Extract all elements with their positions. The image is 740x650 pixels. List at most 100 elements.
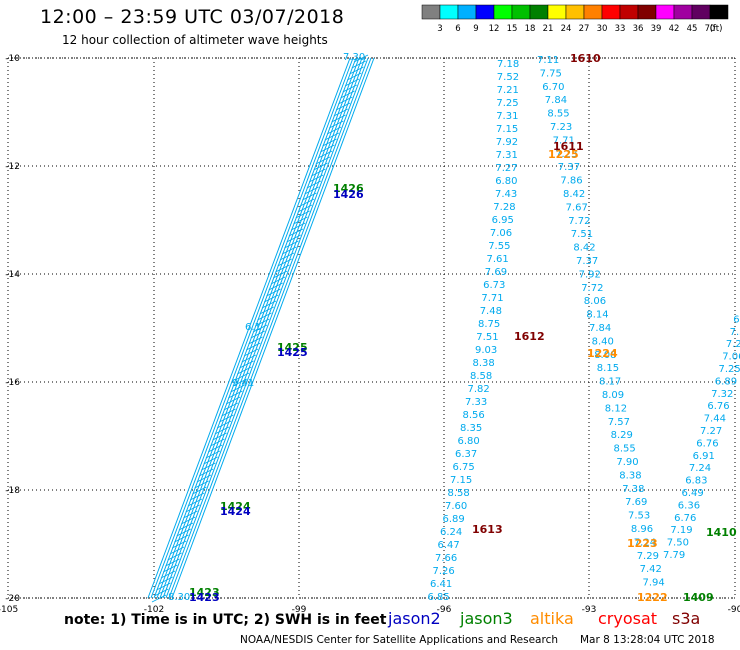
swh-value: 6.80 bbox=[495, 176, 517, 187]
swh-track-tick bbox=[320, 144, 335, 153]
swh-value: 6.49 bbox=[682, 488, 704, 499]
swh-value: 6.83 bbox=[685, 476, 707, 487]
swh-value: 8.09 bbox=[602, 390, 624, 401]
swh-track-line bbox=[165, 57, 369, 599]
colorbar-label: 9 bbox=[473, 24, 478, 34]
swh-value: 8.96 bbox=[631, 524, 653, 535]
swh-value: 7.31 bbox=[496, 111, 518, 122]
swh-value: 6.76 bbox=[707, 401, 729, 412]
swh-value: 7.79 bbox=[663, 550, 685, 561]
swh-value: 7.26 bbox=[433, 566, 455, 577]
swh-value: 6.95 bbox=[492, 215, 514, 226]
swh-track-tick bbox=[268, 282, 283, 291]
swh-value: 7.72 bbox=[568, 216, 590, 227]
swh-value: 7.06 bbox=[722, 352, 740, 363]
swh-value: 7.27 bbox=[495, 163, 517, 174]
swh-track-tick bbox=[344, 78, 360, 87]
legend-jason2: jason2 bbox=[388, 609, 441, 628]
swh-value: 7.18 bbox=[497, 59, 519, 70]
swh-track-line bbox=[156, 57, 360, 599]
swh-value: 6.75 bbox=[453, 462, 475, 473]
swh-track-tick bbox=[163, 564, 178, 573]
swh-value: 7.21 bbox=[497, 85, 519, 96]
colorbar-swatch bbox=[421, 4, 441, 20]
swh-track-tick bbox=[306, 180, 322, 189]
swh-value: 7.28 bbox=[726, 339, 740, 350]
swh-value: 7.23 bbox=[555, 149, 577, 160]
swh-track-tick bbox=[165, 558, 180, 567]
swh-track-tick bbox=[160, 570, 176, 579]
swh-track-tick bbox=[239, 360, 254, 369]
swh-track-tick bbox=[322, 138, 337, 147]
swh-track-tick bbox=[243, 348, 259, 357]
swh-value: 7.37 bbox=[558, 162, 580, 173]
swh-value: 7.11 bbox=[537, 55, 559, 66]
track-label: 1222 bbox=[637, 591, 668, 604]
swh-track-tick bbox=[299, 198, 315, 207]
swh-track-tick bbox=[212, 432, 227, 441]
colorbar-label: 27 bbox=[579, 24, 590, 34]
swh-value: 7.30 bbox=[343, 52, 365, 63]
swh-value: 7.84 bbox=[545, 95, 567, 106]
swh-value: 6.24 bbox=[440, 527, 462, 538]
track-label: 1425 bbox=[277, 341, 308, 354]
colorbar-swatch bbox=[691, 4, 711, 20]
swh-value: 7.30 bbox=[730, 327, 740, 338]
credit-footer: NOAA/NESDIS Center for Satellite Applica… bbox=[240, 634, 558, 646]
swh-value: 7.53 bbox=[628, 511, 650, 522]
swh-track-tick bbox=[297, 204, 313, 213]
colorbar-swatch bbox=[709, 4, 729, 20]
swh-value: 8.38 bbox=[473, 358, 495, 369]
colorbar-label: 33 bbox=[615, 24, 626, 34]
lon-label: -93 bbox=[582, 605, 597, 615]
swh-track-tick bbox=[326, 126, 342, 135]
colorbar-swatch bbox=[565, 4, 585, 20]
swh-value: 6.1 bbox=[245, 322, 261, 333]
swh-value: 7.50 bbox=[667, 538, 689, 549]
swh-track-tick bbox=[234, 372, 250, 381]
swh-track-tick bbox=[353, 54, 369, 63]
swh-track-tick bbox=[317, 150, 333, 159]
swh-track-tick bbox=[241, 354, 256, 363]
lat-label: -14 bbox=[5, 270, 20, 280]
colorbar-swatch bbox=[601, 4, 621, 20]
track-label: 1613 bbox=[472, 523, 503, 536]
lat-label: -20 bbox=[5, 594, 20, 604]
swh-value: 8.06 bbox=[584, 296, 606, 307]
swh-track-tick bbox=[252, 324, 268, 333]
swh-track-tick bbox=[329, 120, 344, 129]
swh-value: 7.60 bbox=[445, 501, 467, 512]
swh-value: 6.36 bbox=[678, 500, 700, 511]
swh-value: 7.37 bbox=[576, 256, 598, 267]
colorbar-swatch bbox=[439, 4, 459, 20]
swh-value: 7.92 bbox=[579, 269, 601, 280]
track-label: 1611 bbox=[553, 140, 584, 153]
swh-track-tick bbox=[308, 174, 324, 183]
track-label: 1424 bbox=[220, 500, 251, 513]
colorbar-swatch bbox=[673, 4, 693, 20]
swh-track-tick bbox=[228, 390, 243, 399]
track-label: 1410 bbox=[706, 526, 737, 539]
swh-value: 7.90 bbox=[616, 457, 638, 468]
swh-value: 7.25 bbox=[496, 98, 518, 109]
swh-track-tick bbox=[351, 60, 366, 69]
swh-track-tick bbox=[340, 90, 355, 99]
swh-value: 8.35 bbox=[460, 423, 482, 434]
swh-track-tick bbox=[259, 306, 274, 315]
swh-track-tick bbox=[201, 462, 216, 471]
swh-value: 7.67 bbox=[566, 202, 588, 213]
swh-track-tick bbox=[277, 258, 292, 267]
swh-track-tick bbox=[214, 426, 230, 435]
swh-track-tick bbox=[257, 312, 272, 321]
swh-track-tick bbox=[255, 318, 270, 327]
swh-track-tick bbox=[156, 582, 171, 591]
track-label: 1423 bbox=[189, 586, 220, 599]
colorbar-label: 15 bbox=[507, 24, 518, 34]
track-label: 1612 bbox=[514, 330, 545, 343]
swh-track-tick bbox=[266, 288, 281, 297]
swh-track-tick bbox=[203, 456, 218, 465]
legend-jason3: jason3 bbox=[460, 609, 513, 628]
swh-value: 7.92 bbox=[496, 137, 518, 148]
